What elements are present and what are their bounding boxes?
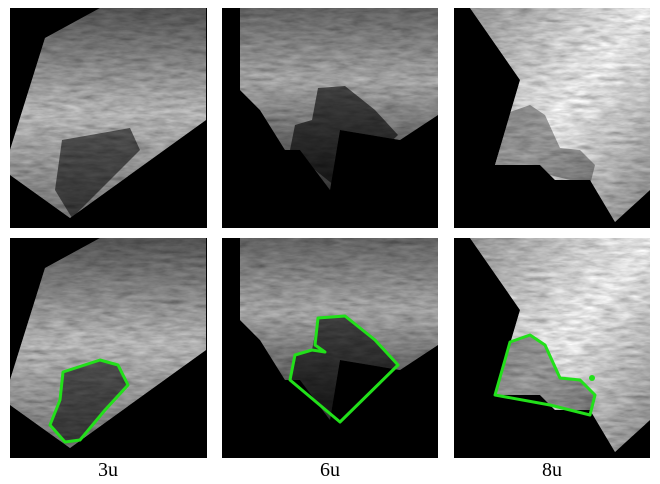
caption: 8u — [542, 459, 562, 481]
caption: 3u — [98, 459, 118, 481]
figure: 3u 6u 8u — [0, 0, 660, 484]
contour-dot — [589, 375, 595, 381]
caption: 6u — [320, 459, 340, 481]
